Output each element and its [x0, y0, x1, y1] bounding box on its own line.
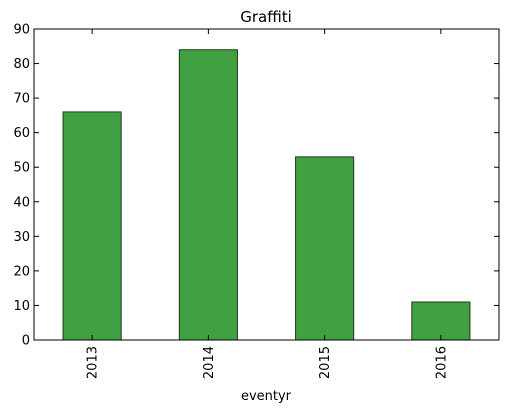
plot-frame [33, 28, 500, 341]
bar-2015 [295, 156, 355, 341]
x-tick-label: 2016 [434, 346, 449, 379]
x-axis-label: eventyr [241, 389, 292, 404]
y-tick-label: 80 [13, 57, 30, 72]
bars-group [62, 49, 471, 341]
x-tick-label: 2013 [86, 346, 101, 379]
y-tick-label: 50 [13, 161, 30, 176]
x-tick-label: 2015 [318, 346, 333, 379]
y-axis: 0 10 20 30 40 50 60 70 80 90 [13, 23, 499, 349]
y-tick-label: 20 [13, 264, 30, 279]
x-tick-label: 2014 [202, 346, 217, 379]
y-tick-label: 30 [13, 230, 30, 245]
bar-2014 [178, 49, 238, 341]
y-tick-label: 40 [13, 195, 30, 210]
x-axis: 2013 2014 2015 2016 [86, 29, 449, 379]
bar-2013 [62, 111, 122, 341]
chart-title: Graffiti [240, 8, 292, 26]
bar-2016 [411, 301, 471, 341]
y-tick-label: 70 [13, 92, 30, 107]
y-tick-label: 10 [13, 299, 30, 314]
y-tick-label: 60 [13, 126, 30, 141]
y-tick-label: 90 [13, 23, 30, 38]
y-tick-label: 0 [22, 334, 30, 349]
